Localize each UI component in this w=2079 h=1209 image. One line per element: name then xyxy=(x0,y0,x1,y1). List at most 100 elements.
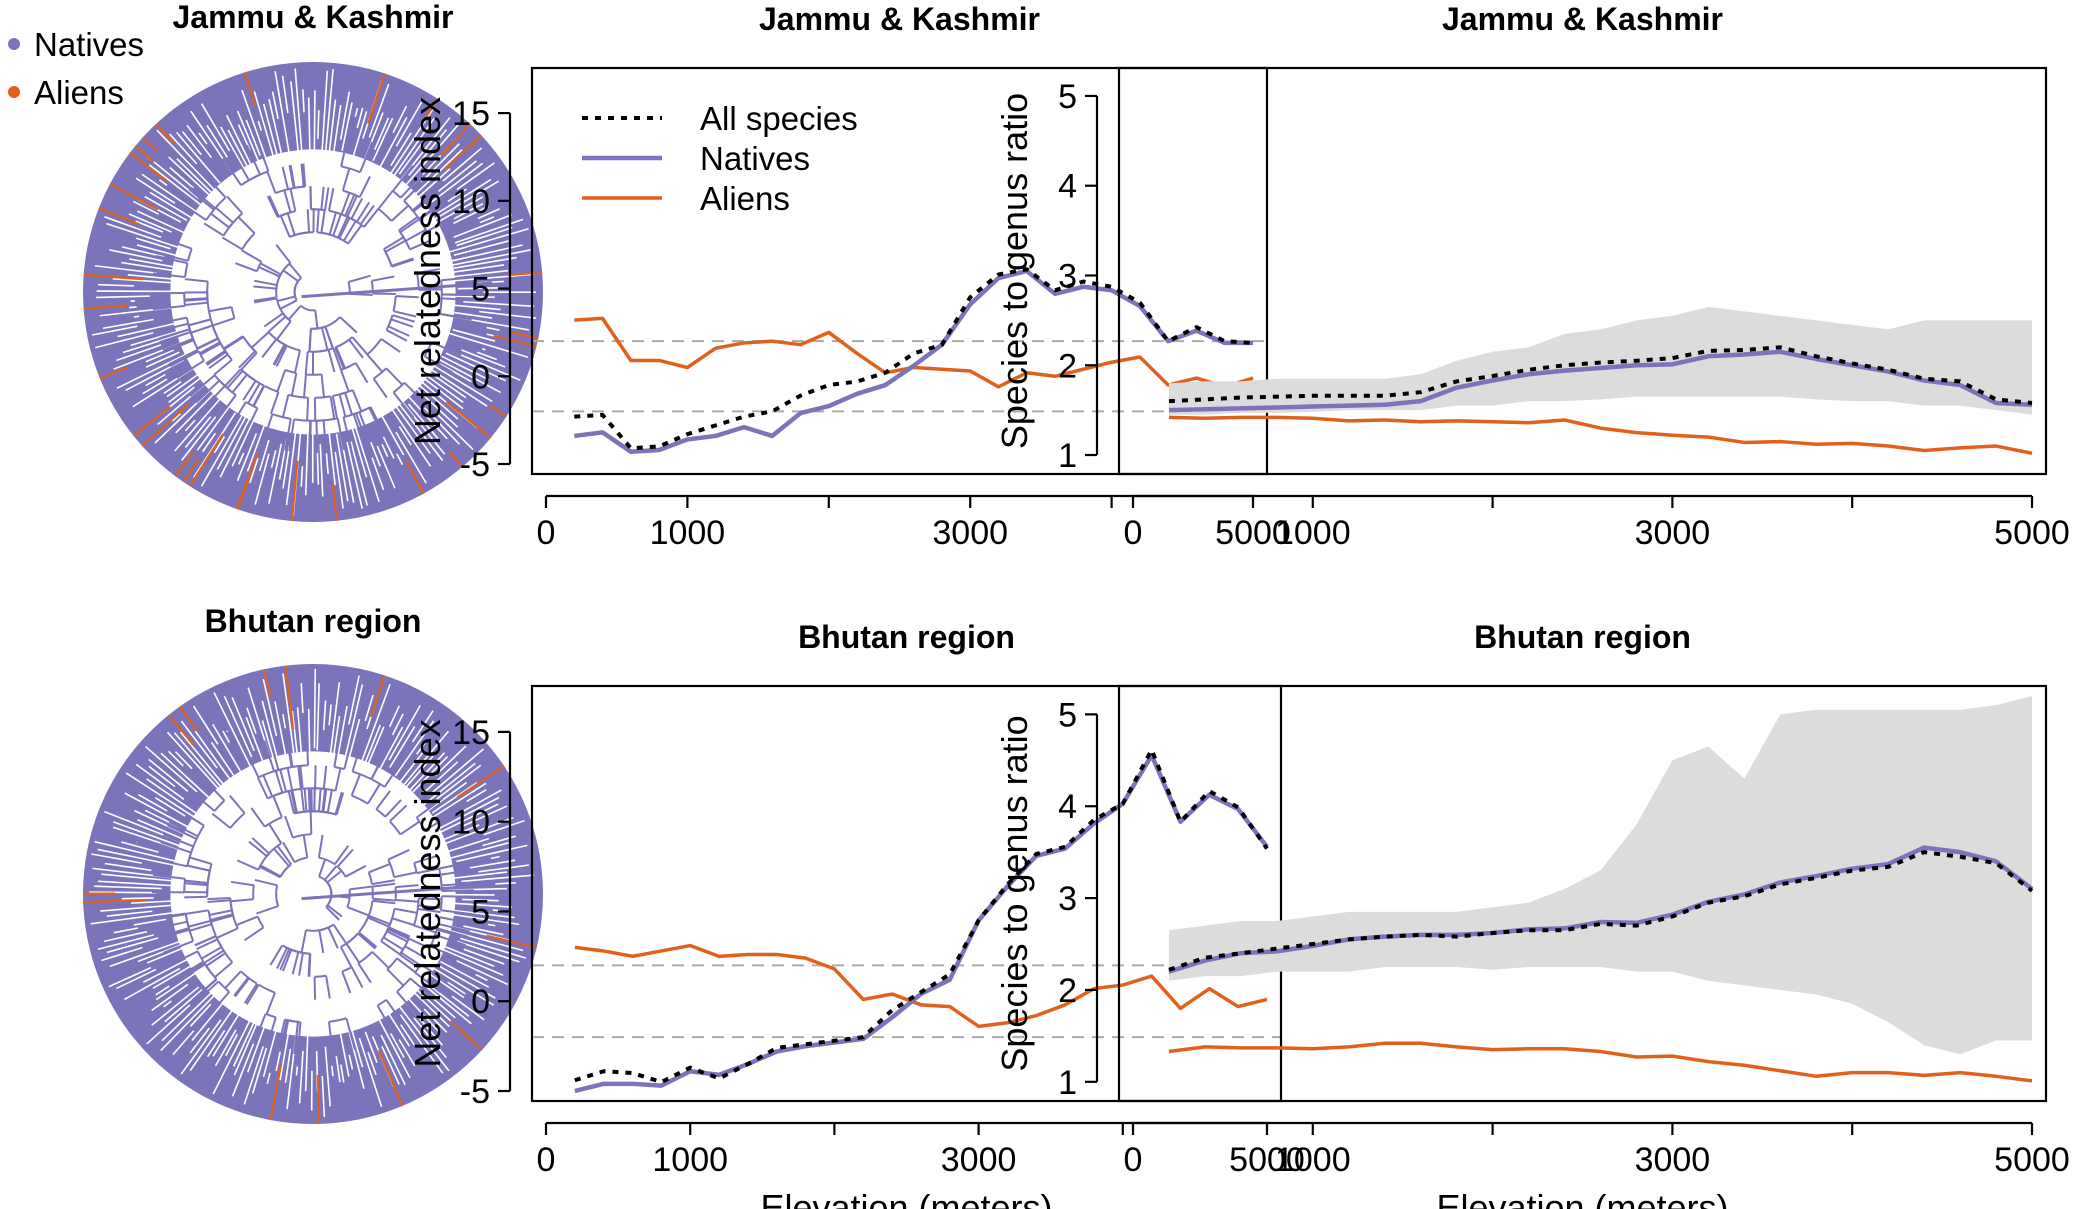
tree-branch-radial xyxy=(241,249,262,263)
tree-alien-tip xyxy=(449,1020,483,1051)
tree-gap xyxy=(436,764,482,800)
tree-interior xyxy=(170,751,456,1037)
tree-branch-radial xyxy=(162,337,194,352)
series-line-all-species xyxy=(574,267,1254,451)
tree-branch-arc xyxy=(252,885,255,900)
tree-branch-radial xyxy=(322,765,328,789)
tree-branch-radial xyxy=(201,946,222,960)
tree-gap xyxy=(420,761,459,796)
tree-branch-radial xyxy=(440,868,473,876)
tree-gap xyxy=(456,226,513,247)
tree-branch-radial xyxy=(254,279,278,287)
tree-branch-arc xyxy=(392,382,406,394)
tree-branch-radial xyxy=(208,353,229,370)
tree-gap xyxy=(116,344,162,362)
tree-alien-tip xyxy=(367,73,386,125)
tree-branch-radial xyxy=(286,767,294,791)
tree-gap xyxy=(212,1008,257,1095)
tree-gap xyxy=(231,697,255,752)
tree-branch-radial xyxy=(293,1021,300,1055)
tree-branch-radial xyxy=(256,905,279,915)
tree-branch-radial xyxy=(344,194,356,217)
tree-branch-radial xyxy=(184,301,208,306)
tree-branch-radial xyxy=(324,326,334,349)
tree-gap xyxy=(398,371,459,428)
tree-branch-radial xyxy=(229,795,246,814)
tree-gap xyxy=(325,453,329,475)
y-tick-label: 15 xyxy=(452,95,490,133)
tree-branch-radial xyxy=(348,274,371,283)
tree-gap xyxy=(407,403,439,439)
tree-branch-radial xyxy=(326,789,333,813)
tree-branch-radial xyxy=(290,372,298,396)
tree-branch-radial xyxy=(281,394,290,418)
tree-branch-arc xyxy=(387,859,396,878)
tree-branch-radial xyxy=(325,906,340,921)
tree-gap xyxy=(191,977,244,1041)
tree-gap xyxy=(391,713,404,736)
tree-branch-radial xyxy=(418,200,447,221)
tree-branch-radial xyxy=(440,909,473,916)
tree-branch-arc xyxy=(414,963,422,974)
tree-branch-radial xyxy=(395,295,419,299)
tree-gap xyxy=(408,752,446,792)
tree-gap xyxy=(458,286,499,290)
tree-gap xyxy=(427,824,480,848)
tree-alien-tip xyxy=(284,665,295,730)
tree-branch-radial xyxy=(185,909,209,915)
tree-branch-radial xyxy=(280,1020,290,1053)
tree-branch-radial xyxy=(167,824,197,840)
tree-gap xyxy=(127,274,196,282)
tree-branch-radial xyxy=(430,945,461,961)
tree-gap xyxy=(146,778,215,827)
tree-branch-radial xyxy=(332,923,348,945)
tree-gap xyxy=(364,694,374,722)
tree-gap xyxy=(180,720,218,769)
tree-branch-radial xyxy=(326,869,343,884)
tree-branch-radial xyxy=(355,413,368,445)
tree-branch-radial xyxy=(303,788,308,812)
tree-branch-radial xyxy=(256,777,269,799)
tree-branch-radial xyxy=(242,407,259,438)
tree-branch-radial xyxy=(318,930,325,954)
x-tick-label: 5000 xyxy=(1994,1141,2070,1179)
tree-gap xyxy=(121,261,187,274)
tree-branch-radial xyxy=(163,833,194,848)
x-tick-label: 3000 xyxy=(932,514,1008,552)
tree-gap xyxy=(437,329,529,358)
tree-gap xyxy=(356,107,364,129)
tree-gap xyxy=(145,349,175,363)
tree-branch-radial xyxy=(307,788,311,812)
tree-branch-radial xyxy=(189,923,212,932)
chart-title: Jammu & Kashmir xyxy=(1442,1,1723,37)
tree-branch-radial xyxy=(285,735,293,768)
chart-title: Jammu & Kashmir xyxy=(759,1,1040,37)
tree-branch-radial xyxy=(351,389,363,412)
tree-gap xyxy=(135,237,171,250)
tree-branch-radial xyxy=(441,882,474,887)
tree-gap xyxy=(450,842,509,859)
tree-gap xyxy=(166,731,228,799)
tree-branch-radial xyxy=(391,257,414,267)
tree-branch-radial xyxy=(253,297,277,304)
tree-gap xyxy=(128,213,172,233)
tree-branch-radial xyxy=(341,971,352,994)
tree-branch-radial xyxy=(346,195,358,218)
tree-branch-arc xyxy=(321,316,341,329)
tree-branch-arc xyxy=(184,262,189,278)
tree-branch-radial xyxy=(267,315,287,333)
tree-branch-radial xyxy=(399,820,421,836)
tree-branch-radial xyxy=(343,737,354,770)
tree-gap xyxy=(135,763,185,801)
tree-gap xyxy=(258,439,270,472)
tree-gap xyxy=(282,714,287,729)
tree-branch-radial xyxy=(184,298,208,302)
tree-gap xyxy=(439,363,472,383)
series-line-aliens xyxy=(1168,1041,2033,1083)
tree-gap xyxy=(169,133,198,165)
tree-alien-tip xyxy=(132,405,171,437)
tree-branch-radial xyxy=(436,927,469,938)
tree-branch-radial xyxy=(376,1005,395,1034)
tree-branch-radial xyxy=(270,391,280,415)
